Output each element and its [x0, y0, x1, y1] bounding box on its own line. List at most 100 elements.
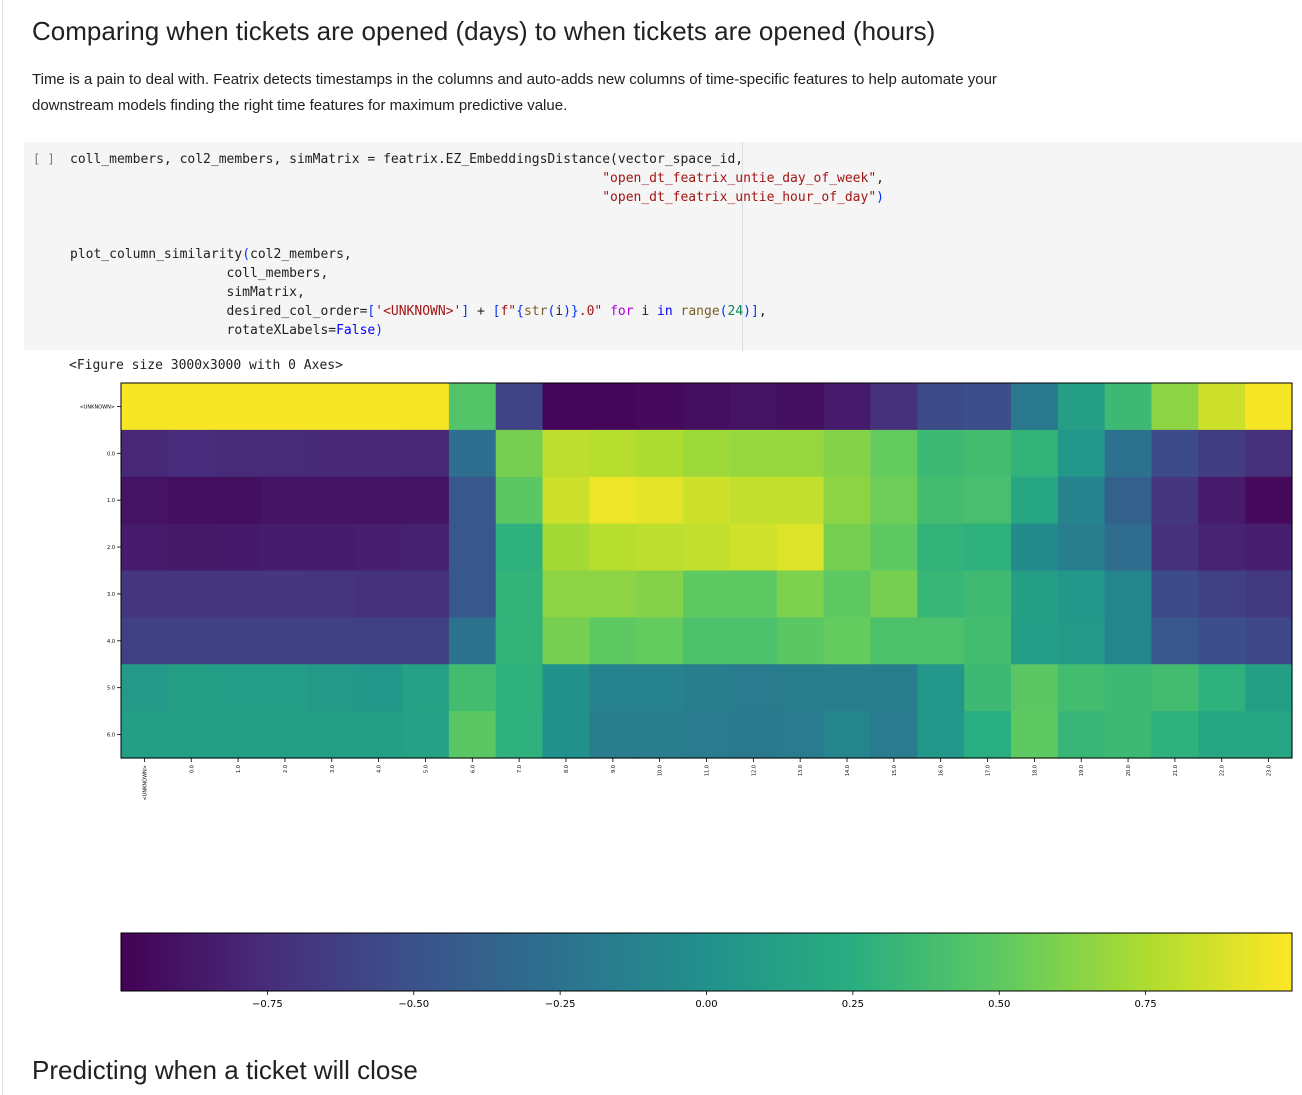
- heatmap-cell: [589, 523, 637, 572]
- section-heading-predicting: Predicting when a ticket will close: [32, 1055, 418, 1085]
- heatmap-cell: [448, 476, 497, 525]
- heatmap-cell: [448, 664, 497, 712]
- heatmap-cell: [402, 617, 450, 665]
- heatmap-cell: [683, 383, 731, 431]
- heatmap-cell: [589, 664, 637, 712]
- heatmap-cell: [917, 711, 965, 759]
- heatmap-cell: [308, 664, 356, 712]
- heatmap-cell: [121, 617, 169, 665]
- heatmap-cell: [776, 711, 825, 759]
- heatmap-cell: [636, 664, 684, 712]
- heatmap-cell: [1245, 617, 1293, 665]
- heatmap-cell: [402, 383, 450, 431]
- heatmap-cell: [261, 429, 309, 478]
- heatmap-cell: [1010, 664, 1059, 712]
- heatmap-cell: [917, 523, 965, 572]
- heatmap-cell: [402, 523, 450, 572]
- heatmap-cell: [870, 476, 918, 525]
- x-tick-label: 19.0: [1079, 765, 1085, 776]
- heatmap-cell: [729, 523, 778, 572]
- heatmap-cell: [261, 570, 309, 618]
- cell-divider: [742, 142, 743, 352]
- x-tick-label: <UNKNOWN>: [142, 765, 148, 800]
- heatmap-cell: [823, 570, 872, 618]
- heatmap-cell: [917, 617, 965, 665]
- heatmap-cell: [1057, 711, 1106, 759]
- heatmap-cell: [121, 664, 169, 712]
- heatmap-cell: [308, 711, 356, 759]
- x-tick-label: 5.0: [423, 765, 429, 773]
- heatmap-cell: [823, 664, 872, 712]
- heatmap-cell: [167, 711, 216, 759]
- heatmap-cell: [542, 617, 590, 665]
- heatmap-cell: [167, 429, 216, 478]
- heatmap-cell: [870, 664, 918, 712]
- heatmap-cell: [1104, 383, 1153, 431]
- heatmap-cell: [495, 617, 544, 665]
- heatmap-cell: [448, 383, 497, 431]
- heatmap-cell: [261, 617, 309, 665]
- heatmap-cell: [1245, 476, 1293, 525]
- heatmap-cell: [1010, 476, 1059, 525]
- heatmap-cell: [1245, 570, 1293, 618]
- heatmap-cell: [683, 664, 731, 712]
- heatmap-cell: [823, 476, 872, 525]
- heatmap-cell: [917, 383, 965, 431]
- x-tick-label: 8.0: [564, 765, 570, 773]
- heatmap-cell: [167, 664, 216, 712]
- heatmap-cell: [636, 476, 684, 525]
- heatmap-cell: [167, 617, 216, 665]
- heatmap-cell: [448, 711, 497, 759]
- y-tick-label: 2.0: [107, 545, 115, 551]
- cell-output-text: <Figure size 3000x3000 with 0 Axes>: [69, 358, 343, 373]
- heatmap-x-labels: <UNKNOWN> 0.0 1.0 2.0 3.0 4.0 5.0 6.0 7.0 8.0 9.0 1…: [142, 758, 1273, 800]
- heatmap-cell: [1057, 617, 1106, 665]
- heatmap-cell: [1010, 383, 1059, 431]
- heatmap-cell: [402, 476, 450, 525]
- heatmap-cell: [1057, 570, 1106, 618]
- heatmap-cell: [1151, 429, 1199, 478]
- heatmap-cell: [729, 383, 778, 431]
- heatmap-cell: [495, 476, 544, 525]
- heatmap-cell: [261, 523, 309, 572]
- heatmap-cell: [1010, 523, 1059, 572]
- heatmap-cells: [121, 383, 1293, 759]
- heatmap-cell: [1151, 570, 1199, 618]
- heatmap-cell: [776, 570, 825, 618]
- heatmap-cell: [214, 383, 263, 431]
- run-cell-button[interactable]: [ ]: [33, 152, 55, 166]
- heatmap-cell: [1104, 429, 1153, 478]
- heatmap-cell: [1245, 523, 1293, 572]
- x-tick-label: 16.0: [939, 765, 945, 776]
- heatmap-cell: [167, 476, 216, 525]
- heatmap-cell: [402, 570, 450, 618]
- x-tick-label: 6.0: [470, 765, 476, 773]
- heatmap-cell: [1198, 383, 1246, 431]
- code-cell[interactable]: [24, 142, 1302, 350]
- x-tick-label: 21.0: [1173, 765, 1179, 776]
- heatmap-cell: [870, 383, 918, 431]
- y-tick-label: 5.0: [107, 686, 115, 692]
- heatmap-y-labels: <UNKNOWN> 0.0 1.0 2.0 3.0 4.0 5.0 6.0: [80, 404, 121, 739]
- heatmap-cell: [448, 617, 497, 665]
- heatmap-cell: [917, 664, 965, 712]
- x-tick-label: 12.0: [751, 765, 757, 776]
- y-tick-label: <UNKNOWN>: [80, 404, 115, 410]
- heatmap-cell: [870, 617, 918, 665]
- heatmap-cell: [1010, 429, 1059, 478]
- heatmap-cell: [402, 664, 450, 712]
- heatmap-cell: [308, 383, 356, 431]
- heatmap-cell: [214, 429, 263, 478]
- heatmap-cell: [1057, 383, 1106, 431]
- heatmap-cell: [355, 664, 403, 712]
- y-tick-label: 1.0: [107, 498, 115, 504]
- code-editor[interactable]: coll_members, col2_members, simMatrix = …: [70, 152, 884, 338]
- section-description: Time is a pain to deal with. Featrix det…: [32, 71, 997, 114]
- heatmap-cell: [542, 476, 590, 525]
- heatmap-cell: [121, 476, 169, 525]
- colorbar-tick-label: 0.25: [842, 999, 864, 1010]
- heatmap-cell: [1245, 383, 1293, 431]
- y-tick-label: 6.0: [107, 733, 115, 739]
- x-tick-label: 20.0: [1126, 765, 1132, 776]
- heatmap-cell: [261, 711, 309, 759]
